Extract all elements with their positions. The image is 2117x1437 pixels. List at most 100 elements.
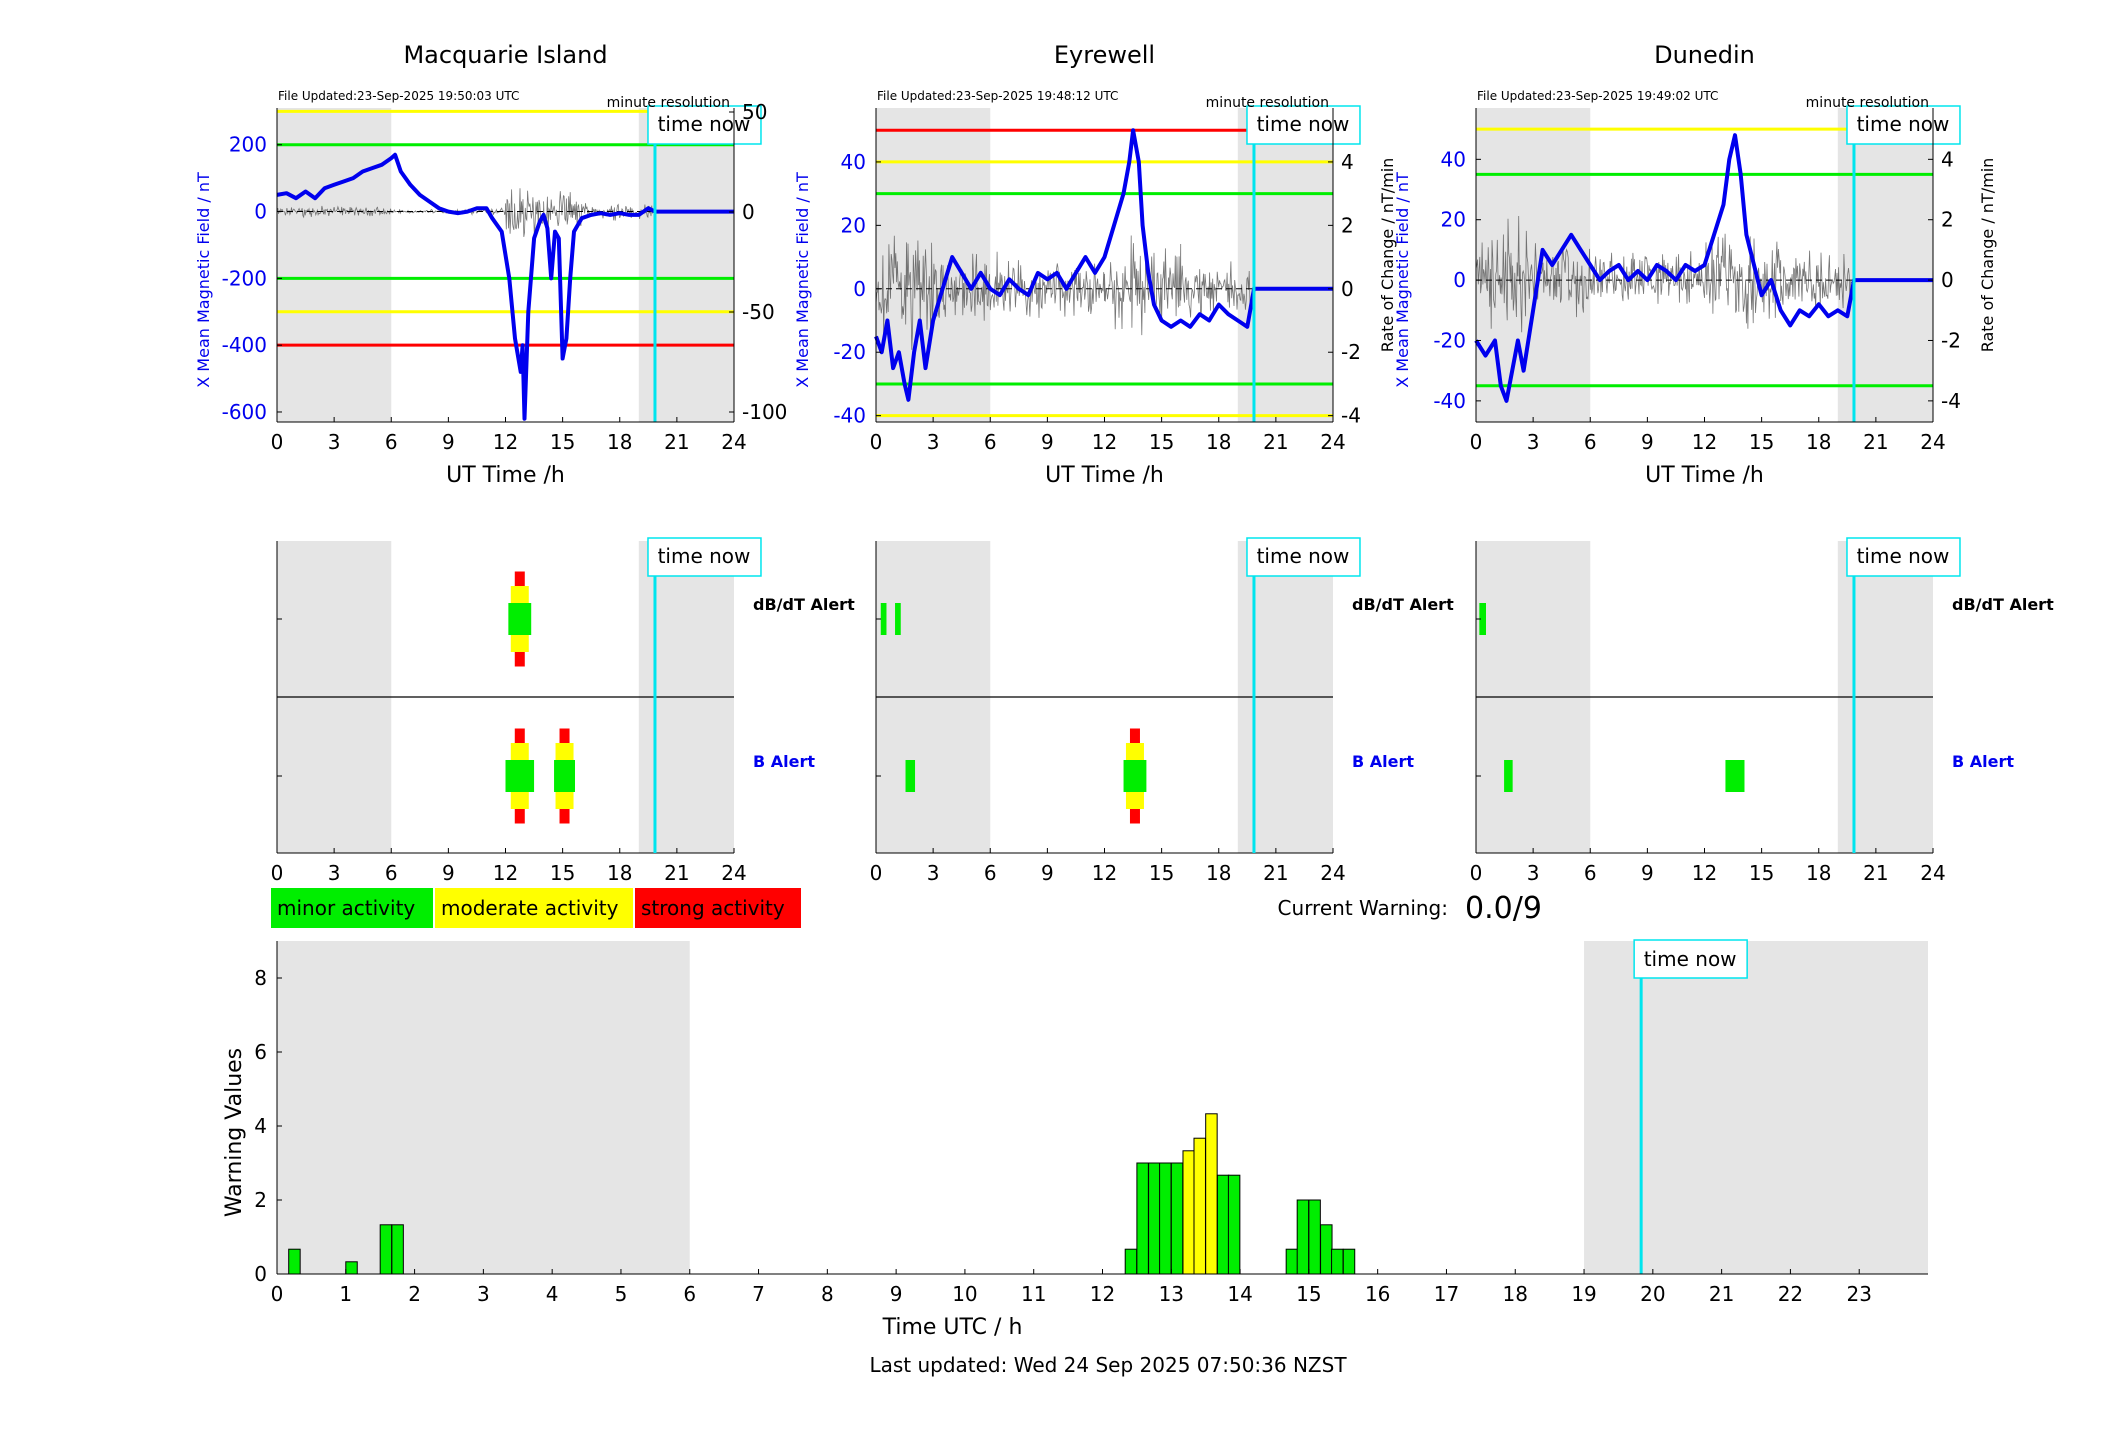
file-updated-text: File Updated:23-Sep-2025 19:49:02 UTC [1477, 89, 1718, 103]
x-tick-label: 18 [607, 861, 632, 885]
legend-label: strong activity [641, 896, 785, 920]
y-tick-label: 0 [853, 277, 866, 301]
field-panel-2: Dunedin File Updated:23-Sep-2025 19:49:02… [1393, 41, 1997, 488]
x-tick-label: 18 [1503, 1282, 1528, 1306]
minute-resolution-label: minute resolution [607, 95, 730, 111]
warning-bar [1342, 1248, 1356, 1275]
mean-field-line [1474, 133, 1933, 403]
y-right-tick-label: -4 [1341, 404, 1361, 428]
y-axis-label: X Mean Magnetic Field / nT [793, 172, 812, 388]
night-shading [277, 108, 392, 422]
warning-bar [1193, 1137, 1206, 1275]
x-tick-label: 24 [721, 861, 746, 885]
x-tick-label: 6 [984, 861, 997, 885]
warning-y-axis-label: Warning Values [222, 1048, 247, 1217]
time-now-box [1633, 939, 1748, 979]
x-tick-label: 7 [752, 1282, 765, 1306]
x-tick-label: 16 [1365, 1282, 1390, 1306]
warning-bar [288, 1248, 301, 1275]
b-alert-block-minor [554, 760, 576, 792]
x-tick-label: 9 [1641, 861, 1654, 885]
x-tick-label: 15 [550, 430, 575, 454]
time-now-box [1246, 537, 1361, 577]
y-right-tick-label: -50 [742, 300, 775, 324]
warning-bar [1124, 1248, 1138, 1275]
file-updated-text: File Updated:23-Sep-2025 19:50:03 UTC [278, 89, 519, 103]
minute-resolution-label: minute resolution [1206, 95, 1329, 111]
x-tick-label: 3 [328, 861, 341, 885]
x-tick-label: 9 [1041, 430, 1054, 454]
current-warning-value: 0.0/9 [1465, 891, 1542, 926]
x-tick-label: 24 [1920, 430, 1945, 454]
warning-bar [379, 1224, 393, 1275]
y-right-tick-label: 4 [1941, 147, 1954, 171]
x-tick-label: 8 [821, 1282, 834, 1306]
x-tick-label: 3 [328, 430, 341, 454]
time-now-label: time now [1857, 544, 1950, 568]
b-alert-block-minor [1123, 760, 1147, 792]
time-now-box [1246, 105, 1361, 145]
time-now-label: time now [658, 112, 751, 136]
minute-resolution-label: minute resolution [1806, 95, 1929, 111]
y-tick-label: -200 [222, 266, 267, 290]
panel-title: Macquarie Island [403, 41, 607, 69]
warning-bar [1320, 1224, 1333, 1275]
y-right-tick-label: -4 [1941, 389, 1961, 413]
x-tick-label: 11 [1021, 1282, 1046, 1306]
y-axis-label: X Mean Magnetic Field / nT [1393, 172, 1412, 388]
x-tick-label: 24 [1920, 861, 1945, 885]
mean-field-line [276, 152, 734, 421]
warning-bar [345, 1261, 358, 1275]
x-tick-label: 12 [1092, 861, 1117, 885]
b-alert-label: B Alert [1952, 752, 2014, 771]
time-now-label: time now [658, 544, 751, 568]
y-right-tick-label: -2 [1341, 340, 1361, 364]
y-tick-label: 200 [229, 133, 267, 157]
x-tick-label: 12 [1090, 1282, 1115, 1306]
x-axis-label: UT Time /h [1045, 463, 1164, 488]
b-alert-block-minor [1504, 760, 1513, 792]
time-now-label: time now [1644, 947, 1737, 971]
x-tick-label: 0 [271, 861, 284, 885]
y-tick-label: 20 [841, 213, 866, 237]
warning-bar [1170, 1162, 1184, 1275]
x-tick-label: 17 [1434, 1282, 1459, 1306]
y-right-tick-label: -2 [1941, 328, 1961, 352]
x-tick-label: 12 [493, 861, 518, 885]
y-tick-label: 2 [254, 1188, 267, 1212]
x-tick-label: 9 [1041, 861, 1054, 885]
night-shading [1584, 941, 1928, 1274]
warning-bar [1331, 1248, 1344, 1275]
y-right-tick-label: 2 [1941, 208, 1954, 232]
y-tick-label: 4 [254, 1114, 267, 1138]
x-tick-label: 24 [721, 430, 746, 454]
current-warning-label: Current Warning: [1278, 896, 1448, 920]
file-updated-text: File Updated:23-Sep-2025 19:48:12 UTC [877, 89, 1118, 103]
x-tick-label: 12 [493, 430, 518, 454]
x-tick-label: 15 [1296, 1282, 1321, 1306]
x-tick-label: 22 [1778, 1282, 1803, 1306]
x-tick-label: 12 [1692, 861, 1717, 885]
x-tick-label: 18 [1806, 861, 1831, 885]
x-tick-label: 3 [927, 861, 940, 885]
dbdt-alert-block-minor [1479, 603, 1486, 635]
warning-x-axis-label: Time UTC / h [882, 1315, 1023, 1340]
x-tick-label: 5 [615, 1282, 628, 1306]
y-tick-label: 8 [254, 966, 267, 990]
x-tick-label: 6 [385, 861, 398, 885]
y-tick-label: 40 [841, 150, 866, 174]
x-tick-label: 0 [870, 430, 883, 454]
x-tick-label: 15 [550, 861, 575, 885]
x-tick-label: 9 [1641, 430, 1654, 454]
alert-panel-0: time now 0 3 6 9 12 15 18 21 24 dB/dT Alert B Alert [271, 537, 855, 885]
x-tick-label: 13 [1159, 1282, 1184, 1306]
x-tick-label: 21 [1863, 430, 1888, 454]
dbdt-alert-block-minor [880, 603, 887, 635]
time-now-box [1846, 105, 1961, 145]
x-tick-label: 21 [1709, 1282, 1734, 1306]
x-tick-label: 10 [952, 1282, 977, 1306]
x-tick-label: 24 [1320, 430, 1345, 454]
x-tick-label: 21 [664, 861, 689, 885]
x-tick-label: 6 [1584, 861, 1597, 885]
